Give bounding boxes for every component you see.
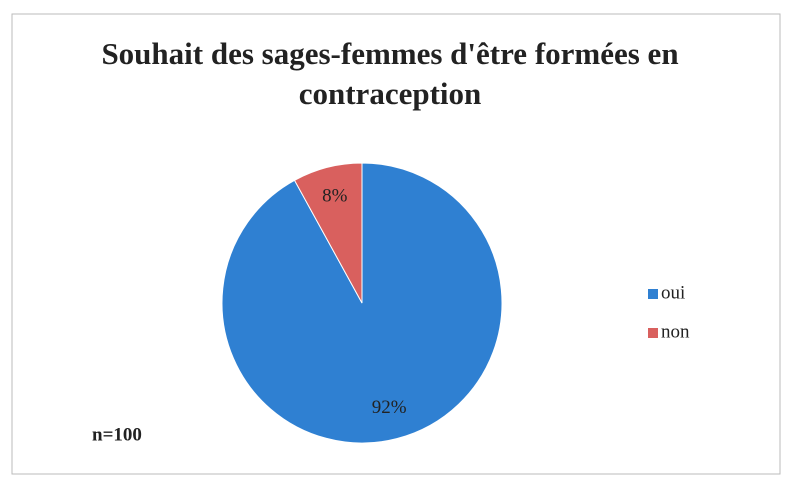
legend-swatch [648,328,658,338]
data-label: 92% [372,397,407,418]
legend-label: oui [661,282,685,303]
pie-slice [293,162,363,304]
frame [11,13,781,475]
chart-title: Souhait des sages-femmes d'être formées … [101,36,679,111]
legend-label: non [661,321,690,342]
legend-swatch [648,289,658,299]
annotation: n=100 [92,424,142,445]
data-label: 8% [322,186,348,207]
